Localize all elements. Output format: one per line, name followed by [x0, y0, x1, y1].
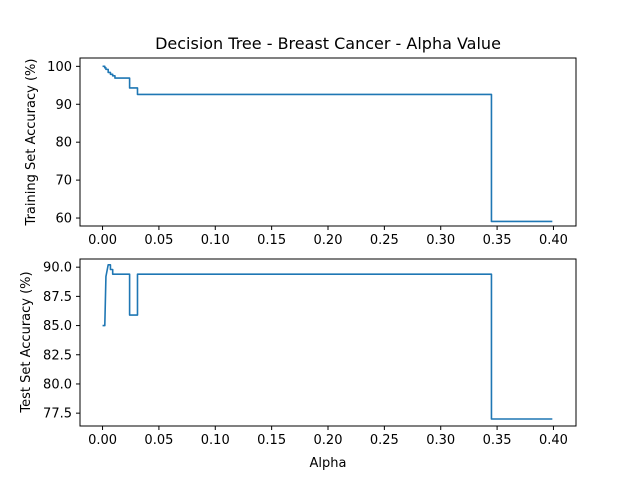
bottom-y-tick-label-0: 77.5 — [43, 407, 72, 422]
bottom-y-axis-label: Test Set Accuracy (%) — [19, 271, 34, 413]
top-x-tick-label-6: 0.30 — [426, 233, 455, 248]
bottom-x-tick-label-3: 0.15 — [257, 433, 286, 448]
top-x-tick-label-7: 0.35 — [483, 233, 512, 248]
bottom-y-tick-label-5: 90.0 — [43, 261, 72, 276]
top-chart-title: Decision Tree - Breast Cancer - Alpha Va… — [155, 34, 501, 53]
top-x-tick-label-5: 0.25 — [370, 233, 399, 248]
bottom-x-tick-label-1: 0.05 — [144, 433, 173, 448]
bottom-subplot: 0.00 0.05 0.10 0.15 0.20 0.25 0.30 0.35 0.40 77.… — [19, 258, 577, 471]
top-plot-series — [102, 65, 553, 223]
bottom-y-tick-label-2: 82.5 — [43, 348, 72, 363]
top-y-axis-label: Training Set Accuracy (%) — [24, 59, 39, 227]
top-y-tick-label-3: 90 — [55, 98, 72, 113]
top-x-tick-label-8: 0.40 — [539, 233, 568, 248]
bottom-x-tick-label-6: 0.30 — [426, 433, 455, 448]
top-series-line-0 — [102, 65, 553, 223]
top-x-ticks: 0.00 0.05 0.10 0.15 0.20 0.25 0.30 0.35 0.40 — [88, 226, 568, 248]
bottom-x-tick-label-8: 0.40 — [539, 433, 568, 448]
top-x-tick-label-0: 0.00 — [88, 233, 117, 248]
bottom-x-tick-label-2: 0.10 — [201, 433, 230, 448]
top-x-tick-label-1: 0.05 — [144, 233, 173, 248]
bottom-series-line-0 — [102, 264, 553, 420]
bottom-y-ticks: 77.5 80.0 82.5 85.0 87.5 90.0 — [43, 261, 80, 422]
top-subplot: Decision Tree - Breast Cancer - Alpha Va… — [24, 34, 577, 248]
top-y-tick-label-2: 80 — [55, 136, 72, 151]
bottom-x-tick-label-5: 0.25 — [370, 433, 399, 448]
top-x-tick-label-4: 0.20 — [314, 233, 343, 248]
top-x-tick-label-2: 0.10 — [201, 233, 230, 248]
bottom-x-tick-label-0: 0.00 — [88, 433, 117, 448]
bottom-plot-series — [102, 264, 553, 420]
top-y-tick-label-0: 60 — [55, 212, 72, 227]
bottom-y-tick-label-4: 87.5 — [43, 290, 72, 305]
bottom-x-ticks: 0.00 0.05 0.10 0.15 0.20 0.25 0.30 0.35 0.40 — [88, 426, 568, 448]
top-x-tick-label-3: 0.15 — [257, 233, 286, 248]
bottom-x-tick-label-4: 0.20 — [314, 433, 343, 448]
x-axis-label: Alpha — [310, 456, 347, 471]
bottom-y-tick-label-1: 80.0 — [43, 377, 72, 392]
top-y-ticks: 60 70 80 90 100 — [47, 60, 80, 227]
bottom-x-tick-label-7: 0.35 — [483, 433, 512, 448]
bottom-y-tick-label-3: 85.0 — [43, 319, 72, 334]
top-y-tick-label-1: 70 — [55, 174, 72, 189]
top-y-tick-label-4: 100 — [47, 60, 72, 75]
